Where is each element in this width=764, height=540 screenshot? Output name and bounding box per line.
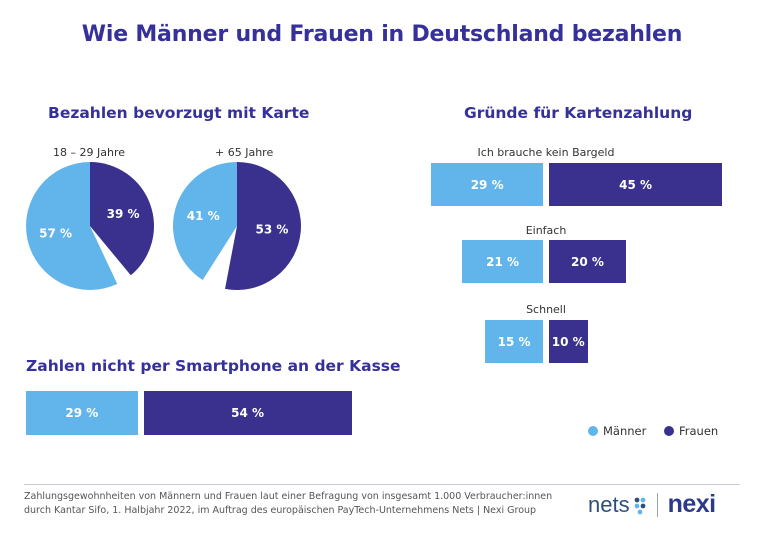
logo-separator [656,492,658,517]
footer-divider [24,484,740,485]
reasons-bar-frauen: 45 % [549,163,723,206]
footer-note: Zahlungsgewohnheiten von Männern und Fra… [24,490,564,518]
legend-swatch-maenner [588,426,598,436]
pie-1-slice-frauen [90,162,155,276]
reasons-bar-frauen: 20 % [549,240,626,283]
reasons-bar-maenner: 29 % [431,163,543,206]
smartphone-bar-frauen: 54 % [143,391,352,435]
pie-2-slice-maenner [172,162,237,281]
legend-label-maenner: Männer [603,424,647,438]
smartphone-bar-maenner: 29 % [26,391,138,435]
reasons-category-label: Ich brauche kein Bargeld [477,146,615,159]
legend-item-frauen: Frauen [664,424,718,438]
pie-2-label-frauen: 53 % [256,222,289,236]
pie-2-slice-frauen [225,162,301,290]
nets-dots-icon [634,497,645,514]
footer-line-1: Zahlungsgewohnheiten von Männern und Fra… [24,491,553,502]
brand-logo: nets nexi [588,490,716,519]
legend-swatch-frauen [664,426,674,436]
pie-1-label: 18 – 29 Jahre [53,146,125,159]
pie-1-label-frauen: 39 % [107,207,140,221]
pie-2-label: + 65 Jahre [215,146,274,159]
pie-1-label-maenner: 57 % [39,227,72,241]
pie-charts: 39 % 57 % 53 % 41 % [26,162,301,290]
reasons-bar-maenner: 15 % [485,320,543,363]
reasons-bar-frauen: 10 % [549,320,588,363]
smartphone-section-title: Zahlen nicht per Smartphone an der Kasse [26,357,401,375]
nets-logo-text: nets [588,491,630,517]
pie-1-slice-maenner [26,162,118,290]
reasons-section-title: Gründe für Kartenzahlung [464,104,693,122]
reasons-bar-maenner: 21 % [462,240,543,283]
reasons-category-label: Schnell [526,303,566,316]
legend-item-maenner: Männer [588,424,646,438]
footer-line-2: durch Kantar Sifo, 1. Halbjahr 2022, im … [24,505,537,516]
nexi-logo-text: nexi [667,490,717,518]
pie-2-label-maenner: 41 % [187,209,220,223]
page-title: Wie Männer und Frauen in Deutschland bez… [81,22,683,47]
pie-section-title: Bezahlen bevorzugt mit Karte [48,104,310,122]
reasons-category-label: Einfach [525,224,567,237]
legend-label-frauen: Frauen [679,424,719,438]
